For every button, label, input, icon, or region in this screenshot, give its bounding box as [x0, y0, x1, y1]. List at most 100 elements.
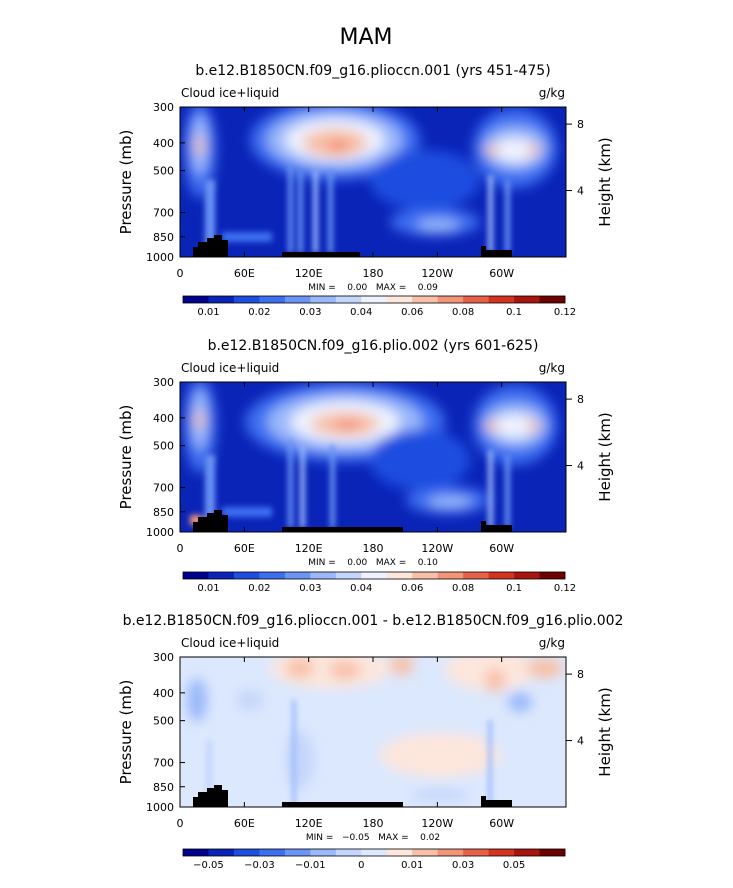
- panel-1-colorbar-box: [335, 296, 362, 303]
- panel-2-colorbar: 0.01 0.02 0.03 0.04 0.06 0.08 0.1 0.12: [182, 571, 576, 594]
- panel-2-y-tick-label: 850: [153, 506, 174, 519]
- panel-1-contour: [526, 145, 540, 155]
- panel-3-y-tick-label: 400: [153, 687, 174, 700]
- panel-3-colorbar-label: 0.05: [503, 860, 525, 871]
- panel-1-plumes: [205, 165, 510, 253]
- panel-1-plume: [205, 180, 215, 253]
- panel-2-land-mask: [193, 510, 512, 532]
- panel-2-contour: [370, 430, 470, 490]
- panel-1-y-tick-label: 500: [153, 165, 174, 178]
- panel-2-colorbar-label: 0.12: [554, 583, 576, 594]
- panel-2-colorbar-label: 0.04: [350, 583, 372, 594]
- panel-1-x-tick-label: 180: [363, 267, 384, 280]
- panel-2-colorbar-box: [361, 572, 388, 579]
- panel-1-colorbar-box: [233, 296, 260, 303]
- panel-3-ylabel: Pressure (mb): [117, 680, 135, 785]
- panel-3-right-label: g/kg: [539, 636, 565, 650]
- panel-2-plume: [288, 440, 293, 528]
- panel-1-x-tick-label: 60W: [489, 267, 514, 280]
- panel-1-plume: [313, 170, 318, 253]
- panel-1-colorbar-label: 0.01: [197, 307, 219, 318]
- panel-2-y2-tick-label: 4: [577, 460, 584, 473]
- panel-2-colorbar-box: [463, 572, 489, 579]
- panel-2-contours: [184, 382, 557, 514]
- panel-3-colorbar-box: [335, 849, 362, 856]
- panel-2-y-tick-label: 1000: [146, 526, 174, 539]
- panel-2-x-tick-label: 180: [363, 542, 384, 555]
- panel-2-plume: [190, 515, 202, 525]
- panel-1-colorbar-box: [437, 296, 464, 303]
- panel-2-colorbar-box: [386, 572, 413, 579]
- panel-3-colorbar-label: −0.05: [193, 860, 224, 871]
- panel-3-y2label: Height (km): [596, 687, 614, 776]
- panel-3-colorbar-frame: [182, 848, 566, 857]
- panel-1-y2label: Height (km): [596, 137, 614, 226]
- panel-1-y-tick-label: 850: [153, 231, 174, 244]
- panel-1-x-tick-label: 120E: [295, 267, 323, 280]
- panel-3-x-tick-label: 60W: [489, 817, 514, 830]
- panel-1-axes: 0 60E 120E 180 120W 60W 300 400 500 700 850 1000 8 4: [146, 101, 584, 280]
- panel-3-contour: [485, 668, 505, 692]
- panel-2-colorbar-label: 0.02: [248, 583, 270, 594]
- panel-2-x-tick-label: 60E: [234, 542, 255, 555]
- panel-2-plume: [330, 445, 335, 528]
- panel-3-contour: [187, 678, 207, 722]
- panel-1-colorbar-label: 0.08: [452, 307, 474, 318]
- panel-1-x-tick-label: 120W: [421, 267, 453, 280]
- panel-1-colorbar-box: [463, 296, 489, 303]
- panel-2-colorbar-box: [539, 572, 566, 579]
- panel-2-right-label: g/kg: [539, 361, 565, 375]
- panel-1-colorbar-box: [259, 296, 286, 303]
- panel-2-colorbar-label: 0.06: [401, 583, 423, 594]
- panel-1-land-mask: [193, 235, 512, 257]
- panel-1-colorbar-label: 0.12: [554, 307, 576, 318]
- panel-3-colorbar-box: [183, 849, 209, 856]
- panel-1-right-label: g/kg: [539, 86, 565, 100]
- panel-2-colorbar-box: [514, 572, 540, 579]
- panel-3-x-tick-label: 180: [363, 817, 384, 830]
- panel-1-colorbar-label: 0.02: [248, 307, 270, 318]
- panel-3-colorbar-box: [412, 849, 438, 856]
- panel-2-plume: [300, 445, 305, 528]
- season-title: MAM: [339, 25, 392, 50]
- panel-3-y-tick-label: 700: [153, 757, 174, 770]
- panel-2-colorbar-box: [259, 572, 286, 579]
- panel-3-contours: [187, 657, 563, 801]
- panel-3-y2-tick-label: 4: [577, 735, 584, 748]
- panel-1-contour: [195, 135, 203, 155]
- panel-2-contour: [428, 496, 472, 508]
- panel-2-minmax: MIN = 0.00 MAX = 0.10: [308, 558, 438, 568]
- panel-1-y-tick-label: 700: [153, 207, 174, 220]
- panel-2-colorbar-box: [233, 572, 260, 579]
- panel-1-left-label: Cloud ice+liquid: [181, 86, 279, 100]
- panel-2-colorbar-box: [412, 572, 438, 579]
- panel-1-plume: [298, 170, 303, 253]
- panel-2-colorbar-label: 0.1: [506, 583, 522, 594]
- panel-3-colorbar-box: [514, 849, 540, 856]
- panel-2-contour: [195, 410, 203, 430]
- panel-2-plume: [505, 455, 510, 528]
- panel-1-colorbar-frame: [182, 295, 566, 304]
- panel-1-colorbar-box: [412, 296, 438, 303]
- panel-1-colorbar-label: 0.06: [401, 307, 423, 318]
- panel-1-field: [180, 107, 566, 257]
- panel-3-plume: [292, 700, 296, 805]
- panel-3-colorbar: −0.05 −0.03 −0.01 0 0.01 0.03 0.05: [182, 848, 566, 871]
- panel-2-y-tick-label: 300: [153, 376, 174, 389]
- panel-3-colorbar-box: [539, 849, 566, 856]
- panel-3-colorbar-box: [361, 849, 388, 856]
- panel-1-plume: [328, 170, 333, 253]
- panel-2-field: [180, 382, 566, 532]
- panel-3-colorbar-label: −0.01: [295, 860, 326, 871]
- panel-3-colorbar-box: [284, 849, 311, 856]
- panel-1-colorbar-box: [361, 296, 388, 303]
- panel-1-colorbar-box: [386, 296, 413, 303]
- panel-3-title: b.e12.B1850CN.f09_g16.plioccn.001 - b.e1…: [123, 613, 624, 629]
- panel-1-plume: [505, 180, 510, 253]
- panel-2-x-tick-label: 0: [177, 542, 184, 555]
- panel-2-colorbar-box: [488, 572, 515, 579]
- panel-3-y-tick-label: 850: [153, 781, 174, 794]
- panel-2-colorbar-box: [208, 572, 235, 579]
- panel-3-colorbar-label: −0.03: [244, 860, 275, 871]
- panel-1-plume: [488, 175, 493, 253]
